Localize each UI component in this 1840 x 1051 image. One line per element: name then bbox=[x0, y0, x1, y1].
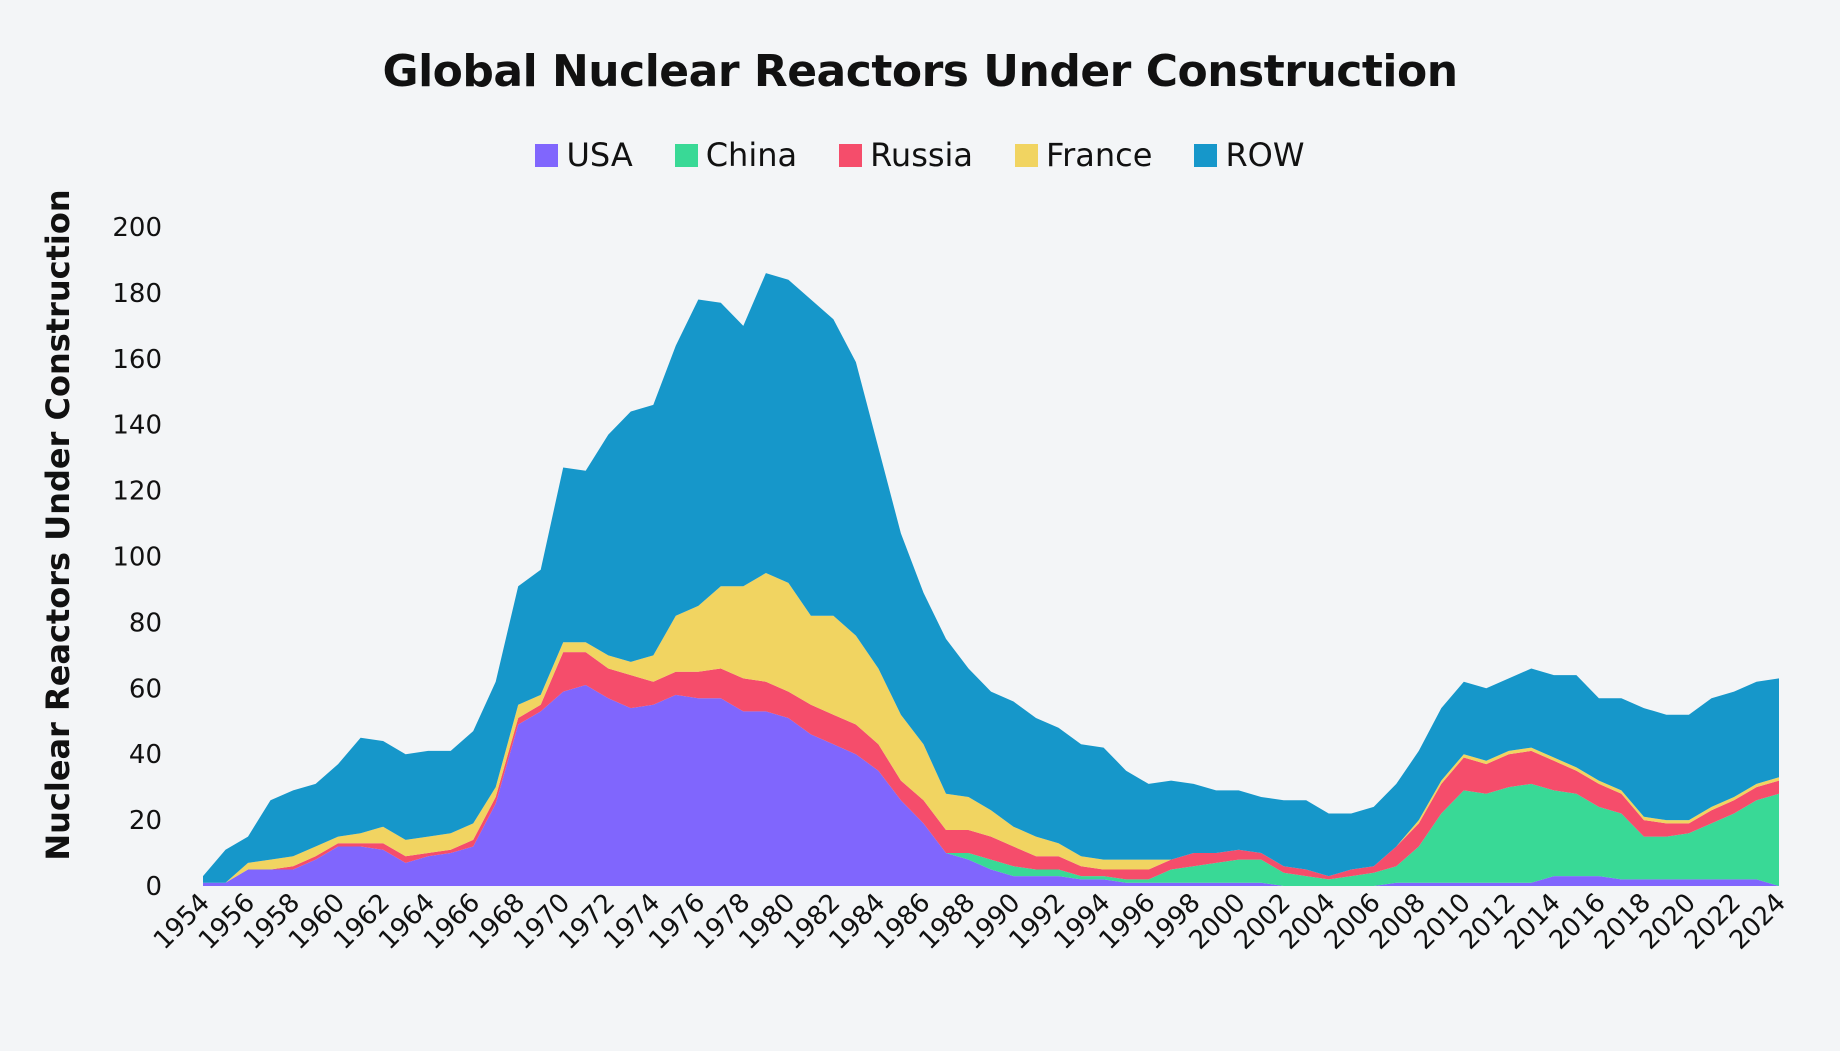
area-china bbox=[203, 685, 1779, 886]
legend-item-china: China bbox=[674, 136, 798, 174]
legend-label-row: ROW bbox=[1225, 136, 1305, 174]
legend-item-france: France bbox=[1015, 136, 1152, 174]
y-tick-label: 140 bbox=[112, 411, 162, 441]
y-tick-label: 40 bbox=[129, 740, 162, 770]
legend-swatch-france bbox=[1015, 143, 1039, 167]
y-tick-label: 80 bbox=[129, 608, 162, 638]
series-areas bbox=[203, 273, 1779, 886]
legend-swatch-usa bbox=[535, 143, 559, 167]
area-russia bbox=[203, 652, 1779, 883]
legend-label-russia: Russia bbox=[870, 136, 974, 174]
legend: USA China Russia France ROW bbox=[0, 136, 1840, 174]
legend-item-row: ROW bbox=[1194, 136, 1305, 174]
y-tick-label: 120 bbox=[112, 477, 162, 507]
area-france bbox=[203, 573, 1779, 883]
legend-swatch-russia bbox=[839, 143, 863, 167]
y-tick-label: 160 bbox=[112, 345, 162, 375]
y-tick-label: 60 bbox=[129, 674, 162, 704]
legend-swatch-row bbox=[1194, 143, 1218, 167]
chart-title: Global Nuclear Reactors Under Constructi… bbox=[382, 46, 1458, 97]
area-row bbox=[203, 273, 1779, 883]
y-tick-label: 0 bbox=[145, 872, 162, 902]
x-axis-ticks: 1954195619581960196219641966196819701972… bbox=[148, 888, 1792, 956]
legend-label-china: China bbox=[705, 136, 798, 174]
legend-label-usa: USA bbox=[566, 136, 633, 174]
y-tick-label: 180 bbox=[112, 279, 162, 309]
y-axis-ticks: 0 20 40 60 80 100 120 140 160 180 200 bbox=[112, 213, 162, 902]
legend-swatch-china bbox=[674, 143, 698, 167]
y-tick-label: 20 bbox=[129, 806, 162, 836]
legend-item-usa: USA bbox=[535, 136, 633, 174]
legend-item-russia: Russia bbox=[839, 136, 973, 174]
y-tick-label: 100 bbox=[112, 543, 162, 573]
area-usa bbox=[203, 685, 1779, 886]
legend-label-france: France bbox=[1046, 136, 1153, 174]
y-tick-label: 200 bbox=[112, 213, 162, 243]
